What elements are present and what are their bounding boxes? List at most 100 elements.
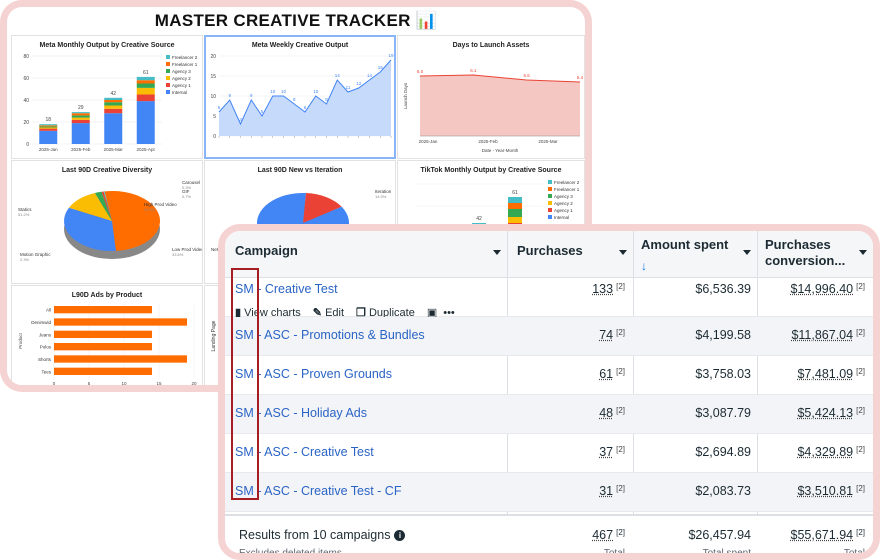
slice-percent: 0.7% bbox=[182, 194, 192, 199]
legend-swatch bbox=[166, 83, 170, 87]
edit-action[interactable]: ✎ Edit bbox=[313, 307, 350, 319]
data-label: 5.4 bbox=[577, 75, 584, 80]
data-label: 19 bbox=[388, 53, 394, 58]
image-icon[interactable]: ▣ bbox=[426, 307, 438, 319]
chart-title: TikTok Monthly Output by Creative Source bbox=[420, 167, 562, 174]
footnote-marker: [2] bbox=[616, 328, 625, 337]
x-tick-label: 2025-Mar bbox=[538, 139, 558, 144]
footnote-marker: [2] bbox=[856, 367, 865, 376]
sort-descending-icon[interactable]: ↓ bbox=[641, 259, 647, 273]
bar-segment bbox=[39, 127, 58, 129]
more-options-icon[interactable]: ••• bbox=[443, 307, 455, 319]
chevron-down-icon[interactable] bbox=[493, 250, 501, 255]
campaign-name-link[interactable]: SM - ASC - Holiday Ads bbox=[235, 406, 367, 420]
footnote-marker: [2] bbox=[856, 445, 865, 454]
table-row[interactable]: SM - ASC - Holiday Ads 48 [2] $3,087.79 $5,4… bbox=[225, 395, 873, 434]
data-label: 16 bbox=[378, 65, 384, 70]
data-label: 9 bbox=[250, 93, 253, 98]
bar-total-label: 42 bbox=[476, 216, 482, 222]
ads-by-product-chart[interactable]: L90D Ads by Product 0 5 10 15 20 All Denimwid J… bbox=[11, 285, 203, 386]
column-divider bbox=[633, 231, 634, 553]
data-label: 5 bbox=[261, 109, 264, 114]
chevron-down-icon[interactable] bbox=[619, 250, 627, 255]
purchases-value: 74 bbox=[599, 328, 614, 342]
campaign-name-link[interactable]: SM - Creative Test bbox=[235, 282, 338, 296]
column-header-purchases-conversion[interactable]: Purchases conversion... bbox=[765, 231, 873, 278]
chart-title: Days to Launch Assets bbox=[452, 42, 530, 49]
x-tick-label: 2025-Feb bbox=[478, 139, 498, 144]
chevron-down-icon[interactable] bbox=[743, 250, 751, 255]
slice-label: Low Prod Video bbox=[172, 247, 203, 252]
days-to-launch-plot: 6.0 6.1 5.6 5.4 2025-Jan 2025-Feb 2025-Mar Date… bbox=[403, 68, 584, 153]
conversion-value: $5,424.13 bbox=[797, 406, 854, 420]
y-tick-label: 5 bbox=[213, 114, 216, 120]
bar-segment bbox=[136, 94, 155, 102]
table-row[interactable]: SM - ASC - Proven Grounds 61 [2] $3,758.03 $… bbox=[225, 356, 873, 395]
column-header-campaign[interactable]: Campaign bbox=[235, 231, 507, 278]
series-line bbox=[419, 74, 581, 83]
bar-total-label: 61 bbox=[512, 190, 518, 196]
purchases-value: 37 bbox=[599, 445, 614, 459]
bar-segment bbox=[508, 203, 522, 209]
footnote-marker: [2] bbox=[616, 282, 625, 291]
meta-weekly-chart[interactable]: Meta Weekly Creative Output 0 5 10 15 20 6 9 3 9… bbox=[204, 35, 396, 159]
x-tick-label: 2025-Apr bbox=[136, 147, 155, 152]
legend-label: Internal bbox=[172, 90, 187, 95]
column-label: Purchases conversion... bbox=[765, 237, 846, 268]
pie-slice bbox=[63, 207, 116, 251]
column-header-amount-spent[interactable]: Amount spent ↓ bbox=[641, 231, 757, 278]
x-tick-label: 15 bbox=[156, 381, 162, 386]
data-label: 10 bbox=[313, 89, 319, 94]
y-tick-label: 80 bbox=[23, 54, 29, 60]
pie-slice bbox=[94, 191, 112, 221]
table-row[interactable]: SM - Creative Test 133 [2] $6,536.39 $14,996… bbox=[225, 278, 873, 319]
bar-segment bbox=[104, 113, 123, 144]
chart-title: Last 90D New vs Iteration bbox=[257, 167, 343, 174]
table-row[interactable]: SM - ASC - Creative Test - CF 31 [2] $2,083… bbox=[225, 473, 873, 512]
chevron-down-icon[interactable] bbox=[859, 250, 867, 255]
slice-percent: 51.2% bbox=[18, 212, 30, 217]
duplicate-action[interactable]: ❐ Duplicate bbox=[356, 307, 421, 319]
creative-diversity-chart[interactable]: Last 90D Creative Diversity Statics 51.2%… bbox=[11, 160, 203, 284]
slice-percent: 2.3% bbox=[20, 257, 30, 262]
purchases-value: 48 bbox=[599, 406, 614, 420]
y-axis-label: Launch Days bbox=[403, 82, 408, 109]
info-icon[interactable]: i bbox=[394, 530, 406, 541]
legend-swatch bbox=[166, 62, 170, 66]
bar-segment bbox=[39, 126, 58, 128]
bar bbox=[54, 318, 187, 326]
bar bbox=[54, 330, 152, 338]
table-row[interactable]: SM - ASC - Promotions & Bundles 74 [2] $4,1… bbox=[225, 317, 873, 356]
bar-segment bbox=[71, 123, 90, 144]
legend-swatch bbox=[548, 208, 552, 212]
campaign-name-link[interactable]: SM - ASC - Proven Grounds bbox=[235, 367, 393, 381]
legend-swatch bbox=[548, 215, 552, 219]
days-to-launch-chart[interactable]: Days to Launch Assets 6.0 6.1 5.6 5.4 2025-J… bbox=[397, 35, 585, 159]
purchases-cell: 61 [2] bbox=[515, 367, 625, 381]
campaign-name-link[interactable]: SM - ASC - Creative Test - CF bbox=[235, 484, 402, 498]
slice-percent: 33.6% bbox=[172, 252, 184, 257]
column-header-purchases[interactable]: Purchases bbox=[517, 231, 633, 278]
y-tick-label: 20 bbox=[23, 120, 29, 126]
bar-segment bbox=[39, 124, 58, 126]
purchases-value: 133 bbox=[592, 282, 614, 296]
amount-spent-cell: $2,083.73 bbox=[695, 484, 751, 498]
pie-slice bbox=[104, 191, 160, 251]
conversion-cell: $7,481.09 [2] bbox=[765, 367, 865, 381]
bar-segment bbox=[136, 101, 155, 144]
footnote-marker: [2] bbox=[856, 484, 865, 493]
meta-monthly-chart[interactable]: Meta Monthly Output by Creative Source 0… bbox=[11, 35, 203, 159]
pie-slice bbox=[103, 191, 112, 221]
campaign-name-link[interactable]: SM - ASC - Promotions & Bundles bbox=[235, 328, 425, 342]
x-axis-label: Date - Year-Month bbox=[482, 148, 519, 153]
table-row[interactable]: SM - ASC - Creative Test 37 [2] $2,694.89 $4… bbox=[225, 434, 873, 473]
campaign-name-link[interactable]: SM - ASC - Creative Test bbox=[235, 445, 374, 459]
y-tick-label: 20 bbox=[210, 54, 216, 60]
pie-slice bbox=[303, 193, 342, 223]
bar-segment bbox=[71, 115, 90, 118]
x-tick-label: 5 bbox=[88, 381, 91, 386]
slice-label: Carousel bbox=[182, 180, 200, 185]
bar-segment bbox=[136, 87, 155, 95]
x-tick-label: 10 bbox=[121, 381, 127, 386]
